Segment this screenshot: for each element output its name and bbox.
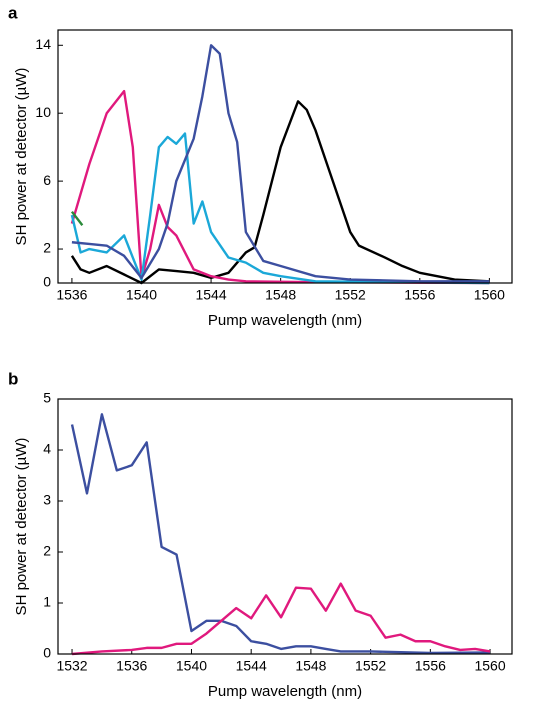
y-tick-label: 5 — [43, 390, 51, 406]
x-tick-label: 1536 — [56, 287, 87, 303]
series-line — [70, 132, 490, 285]
series-line — [71, 582, 491, 656]
x-tick-label: 1556 — [415, 658, 446, 674]
x-tick-label: 1560 — [474, 287, 505, 303]
y-tick-label: 14 — [35, 36, 51, 52]
series-line — [70, 210, 84, 226]
panel-label: a — [8, 3, 18, 22]
y-tick-label: 10 — [35, 104, 51, 120]
series-line — [71, 44, 490, 283]
y-tick-label: 3 — [43, 492, 51, 508]
axes-frame — [57, 398, 513, 655]
x-tick-label: 1556 — [404, 287, 435, 303]
x-tick-label: 1540 — [176, 658, 207, 674]
series-line — [70, 100, 490, 285]
y-tick-label: 2 — [43, 240, 51, 256]
x-tick-label: 1544 — [236, 658, 267, 674]
axes-frame — [57, 29, 513, 284]
x-tick-label: 1540 — [126, 287, 157, 303]
x-tick-label: 1548 — [295, 658, 326, 674]
x-axis-label: Pump wavelength (nm) — [208, 312, 362, 329]
x-tick-label: 1544 — [195, 287, 226, 303]
y-axis-label: SH power at detector (µW) — [13, 438, 30, 616]
x-tick-label: 1552 — [335, 287, 366, 303]
x-axis-label: Pump wavelength (nm) — [208, 683, 362, 700]
series-line — [70, 413, 491, 655]
x-tick-label: 1536 — [116, 658, 147, 674]
panel-label: b — [8, 369, 18, 388]
y-tick-label: 0 — [43, 645, 51, 661]
x-tick-label: 1552 — [355, 658, 386, 674]
y-tick-label: 6 — [43, 172, 51, 188]
x-tick-label: 1532 — [56, 658, 87, 674]
series-line — [70, 89, 490, 285]
y-tick-label: 2 — [43, 543, 51, 559]
y-tick-label: 4 — [43, 441, 51, 457]
y-tick-label: 0 — [43, 274, 51, 290]
x-tick-label: 1548 — [265, 287, 296, 303]
y-axis-label: SH power at detector (µW) — [13, 68, 30, 246]
x-tick-label: 1560 — [474, 658, 505, 674]
y-tick-label: 1 — [43, 594, 51, 610]
